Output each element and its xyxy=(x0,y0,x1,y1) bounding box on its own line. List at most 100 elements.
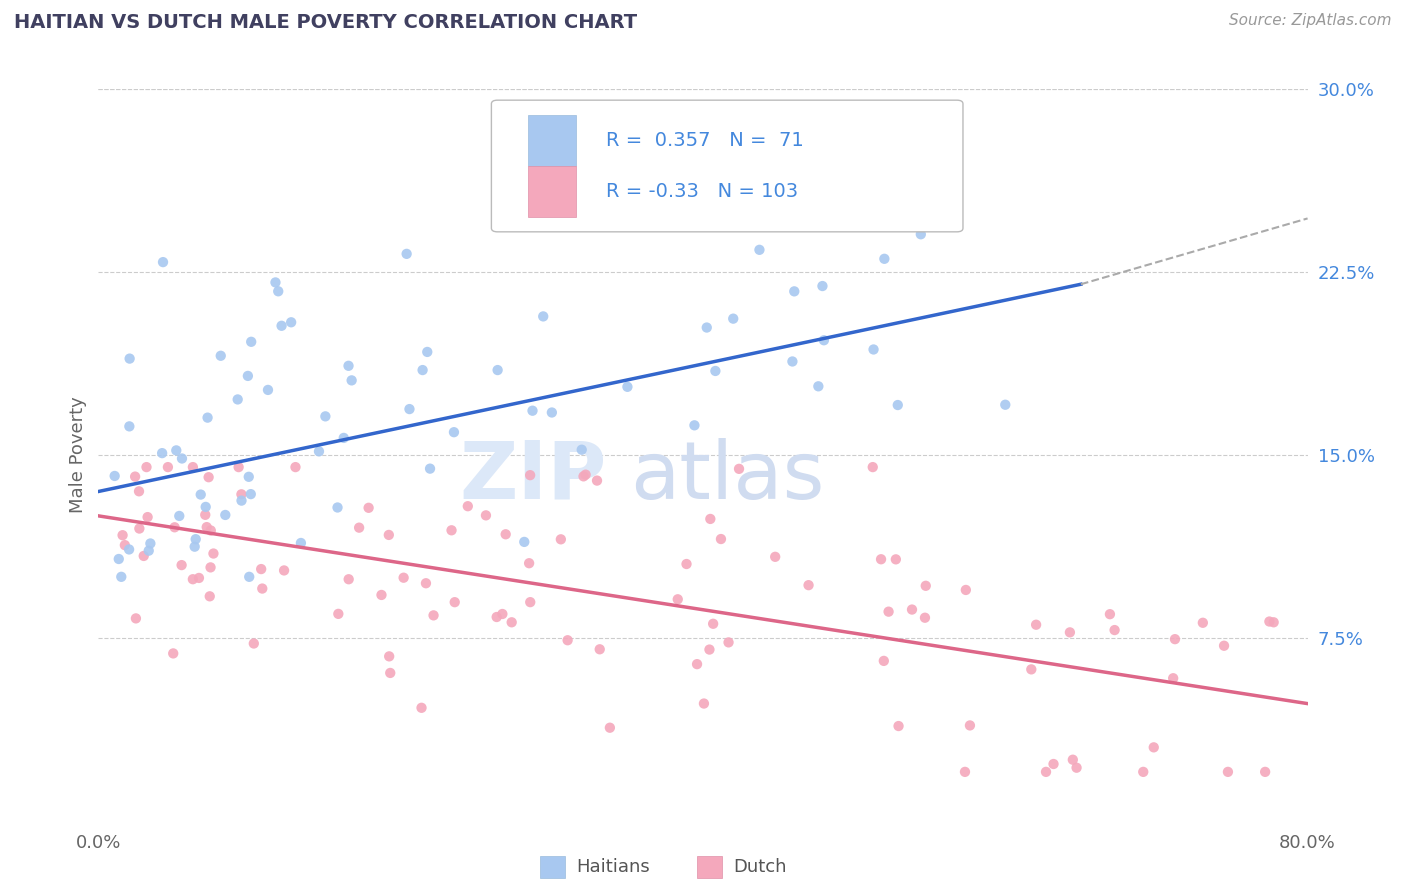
Point xyxy=(914,579,936,593)
Point xyxy=(202,547,225,561)
Point xyxy=(308,444,330,458)
Point xyxy=(110,570,132,584)
Point xyxy=(1213,639,1236,653)
Point xyxy=(118,542,141,557)
Point xyxy=(197,410,219,425)
Point xyxy=(522,403,544,417)
Point xyxy=(378,528,401,542)
Point xyxy=(170,558,193,573)
Point xyxy=(813,333,835,347)
Point xyxy=(1192,615,1215,630)
Point xyxy=(572,469,595,483)
Y-axis label: Male Poverty: Male Poverty xyxy=(69,397,87,513)
Point xyxy=(231,487,253,501)
Point xyxy=(686,657,709,672)
Point xyxy=(231,493,253,508)
Point xyxy=(896,137,918,152)
Point xyxy=(200,524,222,538)
Point xyxy=(443,595,465,609)
Point xyxy=(236,368,259,383)
Point xyxy=(1035,764,1057,779)
Point xyxy=(693,697,716,711)
Point xyxy=(696,320,718,334)
Point xyxy=(782,354,804,368)
Point xyxy=(1066,761,1088,775)
Point xyxy=(239,487,262,501)
Point xyxy=(240,334,263,349)
Point xyxy=(337,359,360,373)
Point xyxy=(190,487,212,501)
Point xyxy=(181,460,204,475)
Point xyxy=(1143,740,1166,755)
FancyBboxPatch shape xyxy=(492,100,963,232)
Point xyxy=(914,611,936,625)
Point xyxy=(887,398,910,412)
Point xyxy=(152,255,174,269)
Point xyxy=(416,345,439,359)
Point xyxy=(114,538,136,552)
Text: Haitians: Haitians xyxy=(576,858,650,876)
Point xyxy=(517,556,540,570)
Point xyxy=(873,654,896,668)
Point xyxy=(314,409,336,424)
Point xyxy=(710,532,733,546)
Text: Dutch: Dutch xyxy=(734,858,787,876)
Point xyxy=(214,508,236,522)
Point xyxy=(797,578,820,592)
Point xyxy=(501,615,523,630)
Point xyxy=(1098,607,1121,622)
Point xyxy=(811,279,834,293)
Point xyxy=(118,351,141,366)
Point xyxy=(550,533,572,547)
Text: Source: ZipAtlas.com: Source: ZipAtlas.com xyxy=(1229,13,1392,29)
Point xyxy=(616,380,638,394)
Text: R =  0.357   N =  71: R = 0.357 N = 71 xyxy=(606,131,804,150)
Point xyxy=(557,633,579,648)
Point xyxy=(862,460,884,475)
Point xyxy=(901,602,924,616)
Point xyxy=(1104,623,1126,637)
Text: HAITIAN VS DUTCH MALE POVERTY CORRELATION CHART: HAITIAN VS DUTCH MALE POVERTY CORRELATIO… xyxy=(14,13,637,32)
Point xyxy=(763,549,786,564)
Point xyxy=(238,470,260,484)
Point xyxy=(252,582,274,596)
FancyBboxPatch shape xyxy=(527,115,576,166)
Point xyxy=(181,572,204,586)
Point xyxy=(884,552,907,566)
Point xyxy=(575,467,598,482)
Point xyxy=(513,535,536,549)
Point xyxy=(519,468,541,483)
Point xyxy=(378,649,401,664)
Point xyxy=(395,247,418,261)
Point xyxy=(617,207,640,221)
Point xyxy=(194,500,217,514)
Point xyxy=(994,398,1017,412)
Point xyxy=(748,243,770,257)
Point xyxy=(862,343,884,357)
Point xyxy=(531,310,554,324)
Point xyxy=(111,528,134,542)
Point xyxy=(169,508,191,523)
Point xyxy=(589,642,612,657)
Point xyxy=(267,285,290,299)
Point xyxy=(226,392,249,407)
Point xyxy=(699,512,721,526)
Point xyxy=(675,557,697,571)
Point xyxy=(124,469,146,483)
Point xyxy=(699,642,721,657)
Point xyxy=(704,364,727,378)
Point xyxy=(953,764,976,779)
Point xyxy=(326,500,349,515)
Bar xyxy=(540,856,565,878)
Point xyxy=(194,508,217,522)
Point xyxy=(475,508,498,523)
Point xyxy=(398,402,420,417)
Point xyxy=(128,522,150,536)
Point xyxy=(1161,671,1184,685)
Point xyxy=(1059,625,1081,640)
Point xyxy=(887,719,910,733)
Point xyxy=(257,383,280,397)
Point xyxy=(163,520,186,534)
Point xyxy=(162,647,184,661)
Point xyxy=(156,460,179,475)
